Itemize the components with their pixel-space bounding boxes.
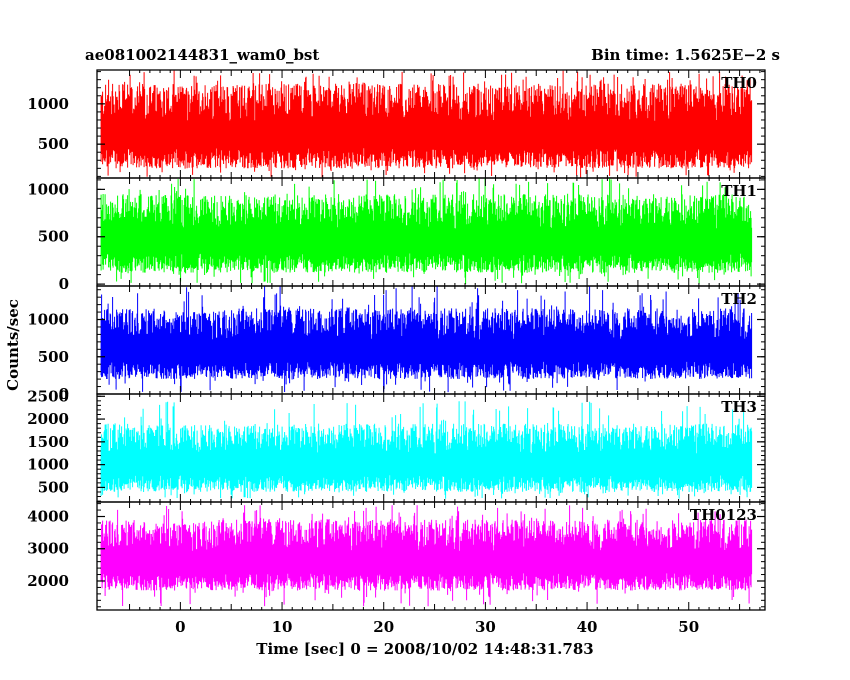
x-tick-label: 20	[373, 618, 394, 636]
series-th1-trace	[100, 178, 753, 284]
y-tick-label: 1000	[27, 311, 69, 329]
y-tick-label: 1000	[27, 180, 69, 198]
panels-group: TH05001000TH105001000TH205001000TH350010…	[27, 69, 766, 636]
x-axis-label: Time [sec] 0 = 2008/10/02 14:48:31.783	[256, 640, 593, 658]
y-tick-label: 4000	[27, 508, 69, 526]
y-tick-label: 0	[59, 385, 69, 403]
panel-frame-th0123	[96, 501, 766, 611]
chart-title-right: Bin time: 1.5625E−2 s	[591, 46, 780, 64]
y-tick-label: 1000	[27, 456, 69, 474]
panel-label-th0: TH0	[721, 74, 757, 92]
x-tick-label: 40	[577, 618, 598, 636]
y-tick-label: 2000	[27, 572, 69, 590]
y-tick-label: 2500	[27, 387, 69, 405]
x-tick-label: 0	[175, 618, 185, 636]
x-tick-label: 10	[272, 618, 293, 636]
y-tick-label: 500	[38, 348, 69, 366]
y-tick-label: 500	[38, 228, 69, 246]
chart-title-left: ae081002144831_wam0_bst	[85, 46, 319, 64]
x-tick-label: 50	[678, 618, 699, 636]
panel-label-th2: TH2	[721, 290, 757, 308]
y-tick-label: 0	[59, 275, 69, 293]
series-th0-trace	[100, 70, 753, 178]
y-tick-label: 1500	[27, 433, 69, 451]
panel-label-th3: TH3	[721, 398, 757, 416]
x-tick-label: 30	[475, 618, 496, 636]
panel-label-th0123: TH0123	[690, 506, 757, 524]
y-tick-label: 2000	[27, 410, 69, 428]
y-tick-label: 3000	[27, 540, 69, 558]
series-th2-trace	[100, 286, 753, 393]
series-th0123-trace	[100, 505, 753, 607]
y-tick-label: 500	[38, 478, 69, 496]
panel-label-th1: TH1	[721, 182, 757, 200]
y-tick-label: 500	[38, 135, 69, 153]
series-th3-trace	[100, 401, 753, 499]
y-tick-label: 1000	[27, 95, 69, 113]
y-axis-label: Counts/sec	[4, 299, 22, 391]
